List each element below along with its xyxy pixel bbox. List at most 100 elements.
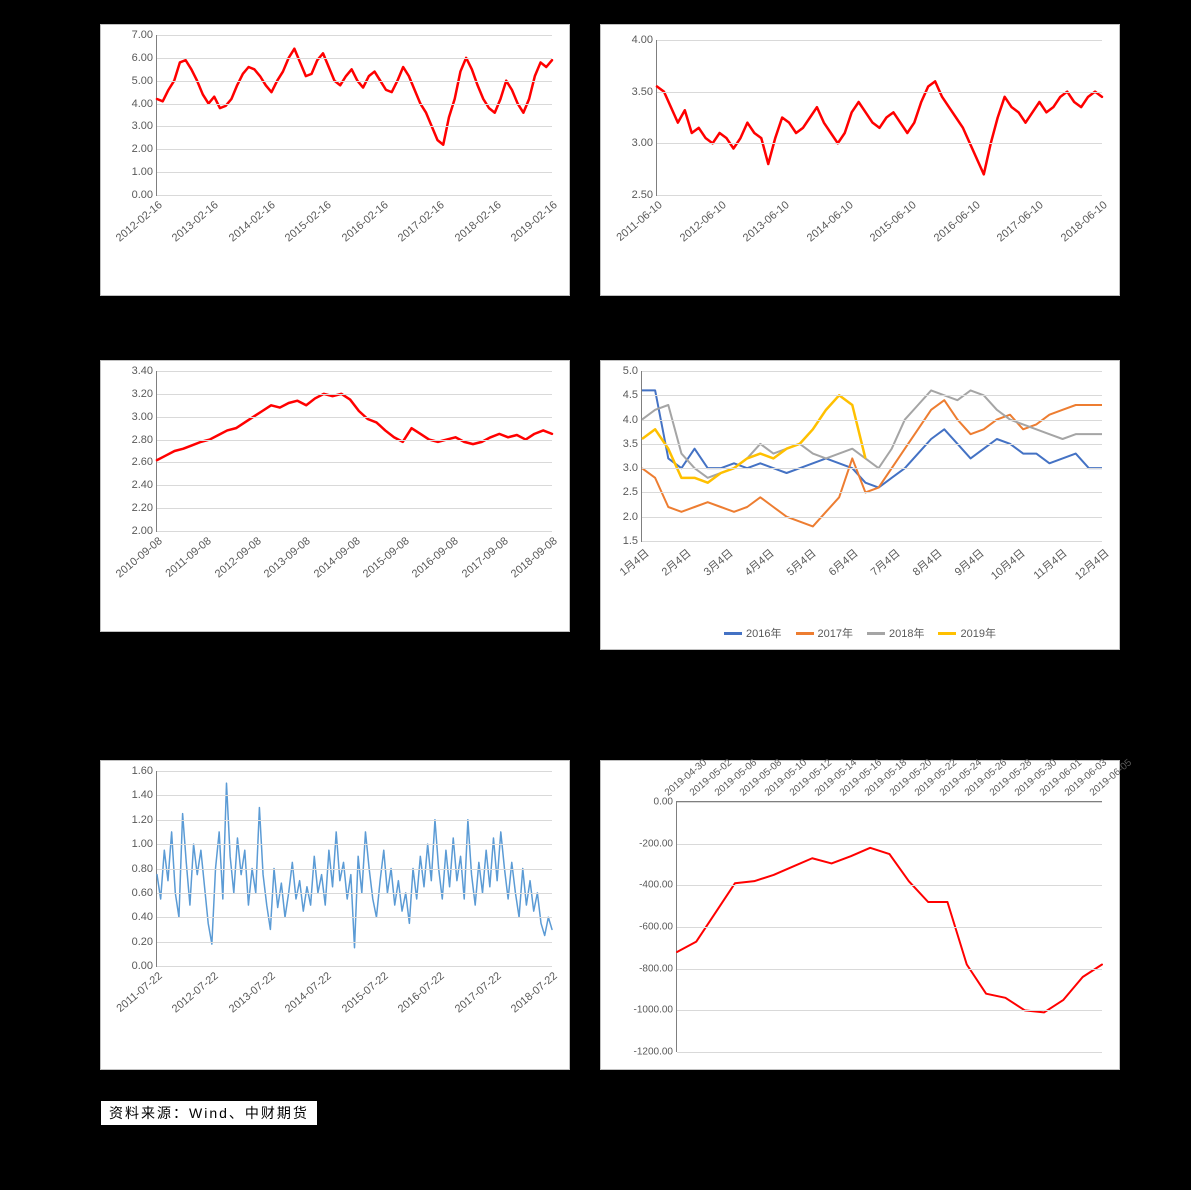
y-tick-label: 0.00 [132,960,157,972]
y-tick-label: 3.0 [623,462,642,474]
y-tick-label: 0.00 [654,797,677,808]
legend-swatch [724,632,742,635]
x-tick-label: 2019-02-16 [509,199,560,244]
y-tick-label: 1.5 [623,535,642,547]
y-tick-label: -800.00 [639,963,677,974]
x-tick-label: 2011-09-08 [164,535,214,580]
x-tick-label: 2012-02-16 [114,199,165,244]
y-tick-label: 1.00 [132,838,157,850]
x-tick-label: 2012-07-22 [170,970,221,1015]
y-tick-label: 1.60 [132,765,157,777]
y-tick-label: 2.50 [632,189,657,201]
legend-item: 2018年 [867,625,924,641]
legend-swatch [796,632,814,635]
y-tick-label: 2.00 [132,525,157,537]
chart-panel-2: 2.503.003.504.002011-06-102012-06-102013… [600,24,1120,296]
x-tick-label: 12月4日 [1071,545,1112,583]
x-tick-label: 1月4日 [616,545,653,579]
x-tick-label: 3月4日 [699,545,736,579]
x-tick-label: 2016-06-10 [932,199,983,244]
x-tick-label: 2016-09-08 [410,535,461,580]
legend: 2016年 2017年 2018年 2019年 [601,625,1119,641]
y-tick-label: 2.0 [623,511,642,523]
y-tick-label: -1200.00 [634,1047,677,1058]
x-tick-label: 2015-02-16 [283,199,334,244]
x-tick-label: 8月4日 [908,545,945,579]
y-tick-label: 3.50 [632,86,657,98]
legend-label: 2018年 [889,625,924,641]
y-tick-label: 4.00 [132,98,157,110]
x-tick-label: 2016-07-22 [396,970,447,1015]
y-tick-label: -600.00 [639,922,677,933]
y-tick-label: -1000.00 [634,1005,677,1016]
chart-panel-4: 1.52.02.53.03.54.04.55.01月4日2月4日3月4日4月4日… [600,360,1120,650]
legend-label: 2016年 [746,625,781,641]
plot-area: 2.002.202.402.602.803.003.203.402010-09-… [156,371,552,532]
x-tick-label: 2017-09-08 [460,535,511,580]
x-tick-label: 2012-09-08 [213,535,264,580]
y-tick-label: 7.00 [132,29,157,41]
y-tick-label: 3.40 [132,365,157,377]
x-tick-label: 2015-06-10 [868,199,919,244]
y-tick-label: 0.00 [132,189,157,201]
y-tick-label: 3.00 [132,411,157,423]
y-tick-label: 0.40 [132,911,157,923]
y-tick-label: 3.00 [132,120,157,132]
x-tick-label: 2018-06-10 [1059,199,1110,244]
y-tick-label: 6.00 [132,52,157,64]
x-tick-label: 11月4日 [1030,545,1071,583]
legend-item: 2017年 [796,625,853,641]
y-tick-label: 0.20 [132,936,157,948]
y-tick-label: 2.20 [132,502,157,514]
plot-area: 2.503.003.504.002011-06-102012-06-102013… [656,40,1102,196]
x-tick-label: 2011-06-10 [615,199,665,244]
x-tick-label: 2010-09-08 [114,535,165,580]
line-series-multi [642,371,1102,541]
x-tick-label: 2014-09-08 [311,535,362,580]
x-tick-label: 2015-09-08 [361,535,412,580]
x-tick-label: 2018-07-22 [509,970,560,1015]
y-tick-label: 0.80 [132,863,157,875]
legend-item: 2019年 [938,625,995,641]
line-series [657,40,1102,195]
y-tick-label: 1.00 [132,166,157,178]
plot-area: 0.001.002.003.004.005.006.007.002012-02-… [156,35,552,196]
x-tick-label: 2014-02-16 [227,199,278,244]
x-tick-label: 2016-02-16 [340,199,391,244]
y-tick-label: 4.0 [623,414,642,426]
y-tick-label: 4.00 [632,34,657,46]
x-tick-label: 2012-06-10 [677,199,728,244]
x-tick-label: 6月4日 [825,545,862,579]
y-tick-label: 1.20 [132,814,157,826]
legend-item: 2016年 [724,625,781,641]
y-tick-label: 5.0 [623,365,642,377]
plot-area: 1.52.02.53.03.54.04.55.01月4日2月4日3月4日4月4日… [641,371,1102,542]
x-tick-label: 2018-09-08 [509,535,560,580]
x-tick-label: 2013-09-08 [262,535,313,580]
chart-panel-6: -1200.00-1000.00-800.00-600.00-400.00-20… [600,760,1120,1070]
y-tick-label: 2.00 [132,143,157,155]
source-footer: 资料来源：Wind、中财期货 [100,1100,318,1126]
x-tick-label: 2014-06-10 [805,199,856,244]
plot-area: -1200.00-1000.00-800.00-600.00-400.00-20… [676,801,1102,1052]
x-tick-label: 2018-02-16 [452,199,503,244]
line-series [157,371,552,531]
legend-label: 2019年 [960,625,995,641]
y-tick-label: 2.5 [623,486,642,498]
legend-label: 2017年 [818,625,853,641]
x-tick-label: 2017-07-22 [452,970,503,1015]
legend-swatch [938,632,956,635]
y-tick-label: 5.00 [132,75,157,87]
x-tick-label: 9月4日 [950,545,987,579]
y-tick-label: 2.40 [132,479,157,491]
x-tick-label: 5月4日 [783,545,820,579]
x-tick-label: 2013-02-16 [170,199,221,244]
chart-panel-1: 0.00 1.00 2.00 3.00 4.00 5.00 6.00 7.00 2012-02-… [100,24,570,296]
x-tick-label: 2015-07-22 [340,970,391,1015]
y-tick-label: 4.5 [623,389,642,401]
x-tick-label: 10月4日 [987,545,1028,583]
x-tick-label: 7月4日 [867,545,904,579]
x-tick-label: 2017-02-16 [396,199,447,244]
chart-panel-5: 0.000.200.400.600.801.001.201.401.602011… [100,760,570,1070]
x-tick-label: 2013-06-10 [741,199,792,244]
